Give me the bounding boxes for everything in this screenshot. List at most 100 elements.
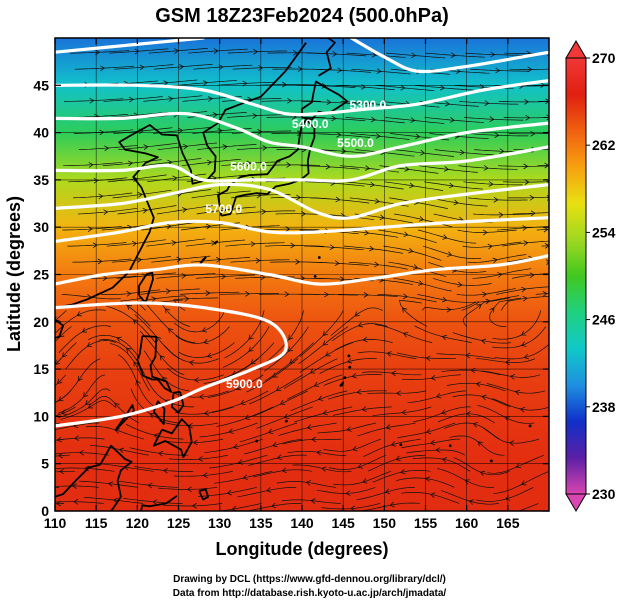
streamline-arrow xyxy=(193,377,199,383)
y-tick-label: 5 xyxy=(41,456,49,472)
streamline xyxy=(55,422,60,425)
streamline-arrow xyxy=(492,257,498,264)
streamline-arrow xyxy=(403,231,409,238)
streamline-arrow xyxy=(522,295,528,302)
streamline-arrow xyxy=(255,257,261,264)
streamline-arrow xyxy=(449,117,455,123)
streamline xyxy=(55,501,104,504)
streamline-arrow xyxy=(435,447,441,453)
streamline-arrow xyxy=(521,286,527,293)
streamline-arrow xyxy=(164,308,170,314)
streamline-arrow xyxy=(363,292,369,298)
height-contour-line xyxy=(55,182,549,220)
streamline-arrow xyxy=(248,334,254,340)
streamline-arrow xyxy=(322,409,328,416)
streamline-arrow xyxy=(182,207,188,213)
streamline-arrow xyxy=(346,358,353,364)
streamline-arrow xyxy=(221,273,227,280)
streamline-arrow xyxy=(306,424,312,430)
streamline-arrow xyxy=(97,258,103,265)
colorbar-upper-arrow xyxy=(565,40,587,59)
streamline-arrow xyxy=(472,422,479,428)
streamline-arrow xyxy=(369,181,376,188)
streamline-arrow xyxy=(351,372,357,379)
streamline-arrow xyxy=(86,342,93,347)
credit-data: Data from http://database.rish.kyoto-u.a… xyxy=(172,588,447,599)
streamline-arrow xyxy=(524,99,530,105)
streamline-arrow xyxy=(420,149,426,156)
contour-label: 5400.0 xyxy=(292,117,329,131)
coastline xyxy=(136,335,173,393)
contour-labels: 5300.0 5400.0 5500.0 5600.0 5700.0 5900.0 xyxy=(205,98,386,391)
streamline-arrow xyxy=(202,472,208,478)
streamline-arrow xyxy=(98,193,104,200)
streamline-arrow xyxy=(284,291,290,298)
streamline xyxy=(55,437,105,441)
streamline-arrow xyxy=(116,336,122,342)
streamline-arrow xyxy=(364,229,370,236)
streamline-arrow xyxy=(92,242,98,249)
x-tick-label: 120 xyxy=(126,515,150,531)
streamline-arrow xyxy=(133,361,139,367)
streamline-arrow xyxy=(409,182,415,189)
streamline-arrow xyxy=(495,67,501,74)
x-tick-label: 150 xyxy=(373,515,397,531)
streamline-arrow xyxy=(505,359,511,366)
streamline-arrow xyxy=(85,399,91,406)
streamline-arrow xyxy=(87,403,94,409)
streamline-arrow xyxy=(441,409,447,415)
x-axis-label: Longitude (degrees) xyxy=(215,539,388,559)
x-tick-label: 110 xyxy=(44,515,67,531)
streamline-arrow xyxy=(279,399,286,406)
contour-label: 5600.0 xyxy=(230,159,267,173)
x-tick-label: 130 xyxy=(208,515,232,531)
streamline-arrow xyxy=(132,319,139,325)
streamline-arrow xyxy=(441,334,448,341)
streamline-arrow xyxy=(450,52,456,58)
streamline-arrow xyxy=(524,179,530,185)
streamline-arrow xyxy=(425,428,432,435)
colorbar-tick-label: 246 xyxy=(592,312,616,328)
streamline-arrow xyxy=(135,380,141,386)
streamline-arrow xyxy=(205,290,211,296)
y-tick-label: 35 xyxy=(33,172,49,188)
streamline-arrow xyxy=(139,64,145,71)
streamline-arrow xyxy=(313,381,320,387)
coastline xyxy=(198,488,210,501)
streamline-arrow xyxy=(158,450,164,457)
streamline-arrow xyxy=(339,276,345,282)
streamline-arrow xyxy=(509,374,516,380)
island-dot xyxy=(448,444,452,448)
streamline-arrow xyxy=(519,406,526,413)
streamline-arrow xyxy=(127,160,134,167)
streamline-arrow xyxy=(530,210,536,217)
streamline-arrow xyxy=(361,406,367,412)
coastline xyxy=(318,38,336,77)
streamline-arrow xyxy=(182,143,189,150)
streamline-arrow xyxy=(370,116,376,123)
streamline-arrow xyxy=(489,307,495,313)
credit-drawing: Drawing by DCL (https://www.gfd-dennou.o… xyxy=(173,574,446,585)
island-dot xyxy=(317,256,321,259)
streamline-arrow xyxy=(542,290,548,297)
streamline-arrow xyxy=(317,395,324,401)
streamline-arrow xyxy=(365,100,372,107)
y-tick-label: 20 xyxy=(33,314,49,330)
streamline-arrow xyxy=(374,198,380,204)
streamline-arrow xyxy=(198,393,205,400)
streamline-arrow xyxy=(102,275,108,282)
streamline-arrow xyxy=(357,321,364,328)
streamline-arrow xyxy=(258,65,264,71)
height-contour-line xyxy=(349,38,549,74)
streamline-arrow xyxy=(261,208,267,215)
streamline-arrow xyxy=(375,133,381,139)
streamline-arrow xyxy=(253,48,259,55)
height-contour-line xyxy=(55,111,549,158)
streamline-arrow xyxy=(402,307,408,313)
x-tick-label: 135 xyxy=(249,515,273,531)
streamline-arrow xyxy=(100,65,106,72)
streamline-arrow xyxy=(59,468,65,475)
streamline-arrow xyxy=(412,264,419,270)
streamline-arrow xyxy=(74,435,80,441)
